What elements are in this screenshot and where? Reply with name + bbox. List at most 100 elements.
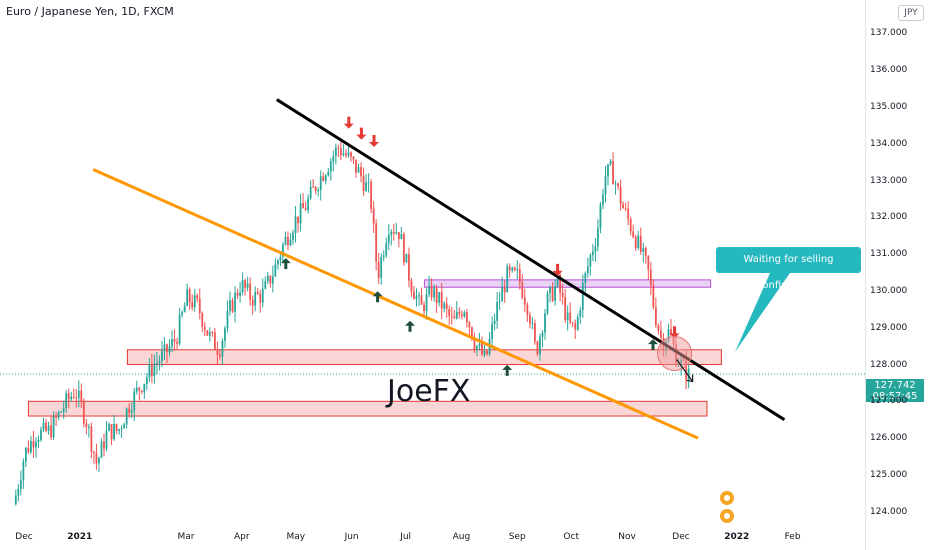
- candle-body: [62, 408, 65, 412]
- candle-body: [455, 312, 458, 319]
- candle-body: [375, 223, 378, 262]
- time-tick-label: Sep: [508, 532, 526, 542]
- candle-body: [309, 186, 312, 199]
- red-zone-0: [126, 349, 722, 366]
- candle-body: [276, 260, 279, 265]
- candle-body: [654, 307, 657, 326]
- price-tick-label: 125.000: [870, 469, 908, 480]
- candle-body: [105, 430, 108, 449]
- candle-body: [355, 159, 357, 173]
- candle-body: [652, 285, 655, 308]
- candle-body: [52, 416, 55, 438]
- candle-body: [196, 295, 199, 299]
- candle-body: [163, 344, 166, 351]
- candle-body: [178, 315, 181, 344]
- candle-body: [687, 368, 690, 380]
- candle-body: [203, 326, 206, 331]
- candle-body: [282, 244, 284, 257]
- focus-circle: [657, 335, 693, 371]
- candle-body: [85, 423, 88, 427]
- candle-body: [521, 282, 524, 298]
- candle-body: [647, 255, 650, 270]
- candle-body: [463, 312, 466, 317]
- up-arrow-marker: [405, 320, 415, 332]
- candle-body: [87, 426, 90, 428]
- up-arrow-marker: [372, 291, 383, 303]
- red-zone-1: [27, 400, 708, 417]
- candle-body: [208, 332, 211, 336]
- candle-body: [440, 292, 443, 309]
- currency-button[interactable]: JPY: [898, 5, 924, 21]
- projection-arrowhead: [686, 374, 694, 383]
- candle-body: [317, 190, 320, 192]
- candle-body: [294, 216, 297, 233]
- candle-body: [387, 234, 390, 244]
- candle-body: [113, 424, 115, 440]
- watermark-text: JoeFX: [387, 374, 471, 409]
- candle-body: [569, 312, 572, 323]
- candle-body: [531, 323, 534, 325]
- up-arrow-marker: [280, 258, 291, 270]
- price-tick-label: 128.000: [870, 359, 908, 370]
- candle-body: [246, 283, 249, 288]
- candle-body: [339, 148, 342, 156]
- candle-body: [188, 289, 191, 303]
- candle-body: [594, 246, 597, 252]
- price-tick-label: 124.000: [870, 506, 908, 517]
- candle-body: [423, 304, 425, 312]
- candle-body: [110, 424, 113, 440]
- candle-body: [201, 313, 204, 327]
- candle-body: [128, 408, 131, 413]
- candle-body: [329, 161, 332, 172]
- price-tick-label: 133.000: [870, 175, 908, 186]
- candle-body: [644, 247, 647, 256]
- candle-body: [103, 441, 105, 449]
- candle-body: [75, 397, 78, 399]
- candle-body: [617, 183, 619, 187]
- candle-body: [289, 239, 292, 246]
- candle-body: [236, 292, 239, 296]
- candle-body: [438, 292, 441, 303]
- candle-body: [410, 280, 413, 292]
- candle-body: [624, 208, 627, 210]
- candle-body: [408, 253, 410, 281]
- candle-body: [471, 327, 473, 340]
- time-tick-label: Feb: [784, 532, 801, 542]
- candle-body: [342, 153, 345, 156]
- time-tick-label: 2022: [724, 532, 750, 542]
- candle-body: [259, 293, 262, 303]
- time-tick-label: Apr: [234, 532, 250, 542]
- candle-body: [584, 273, 587, 284]
- price-tick-label: 131.000: [870, 249, 908, 260]
- candle-body: [574, 323, 577, 330]
- candle-body: [528, 314, 531, 324]
- candle-body: [254, 292, 257, 306]
- candle-body: [120, 428, 123, 430]
- candle-body: [352, 156, 355, 160]
- down-arrow-marker: [343, 116, 354, 129]
- time-tick-label: 2021: [67, 532, 93, 542]
- candle-body: [380, 257, 383, 278]
- candle-body: [506, 266, 509, 293]
- down-arrow-marker: [552, 263, 563, 276]
- black-trendline: [275, 98, 786, 421]
- app-logo-icon-core: [724, 495, 730, 501]
- candle-body: [468, 322, 471, 328]
- candle-body: [546, 293, 549, 314]
- candle-body: [229, 300, 231, 311]
- candle-body: [670, 329, 672, 335]
- candle-body: [544, 313, 546, 333]
- candle-body: [415, 296, 418, 299]
- candle-body: [362, 176, 365, 192]
- candle-body: [503, 287, 506, 293]
- candle-body: [193, 295, 196, 308]
- candle-body: [226, 310, 229, 329]
- candle-body: [491, 324, 493, 340]
- candle-body: [304, 208, 307, 211]
- candle-body: [32, 441, 35, 448]
- candle-body: [430, 285, 433, 298]
- candle-body: [435, 288, 438, 303]
- candle-body: [30, 441, 32, 453]
- candle-body: [367, 182, 370, 184]
- candle-body: [486, 350, 488, 355]
